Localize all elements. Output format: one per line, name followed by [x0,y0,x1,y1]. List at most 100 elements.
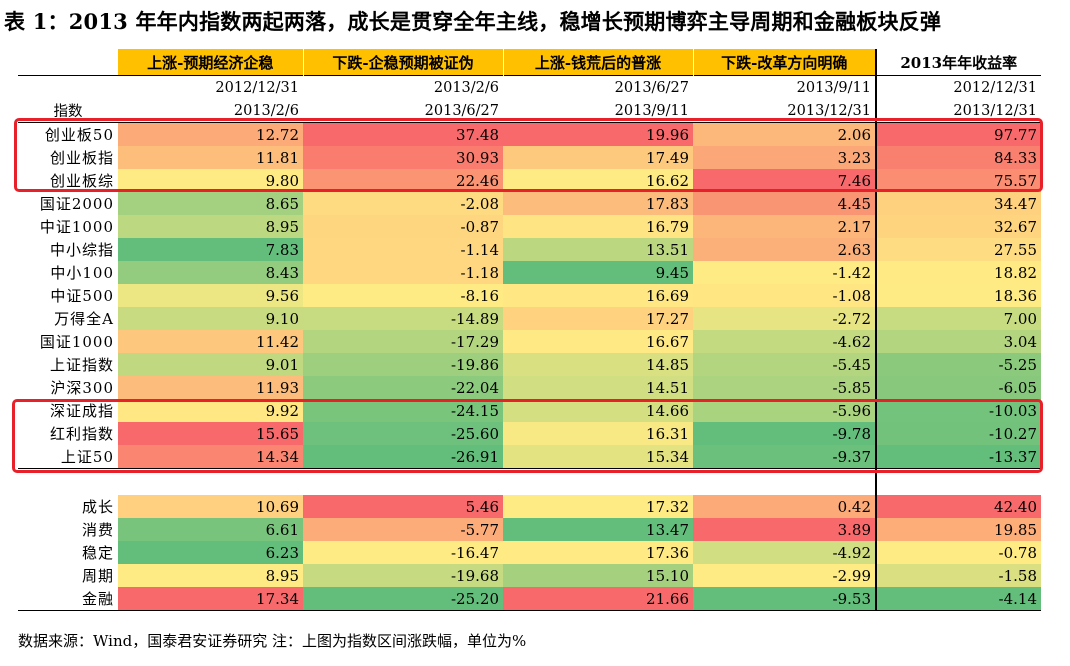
index-row-value: 13.51 [503,238,693,261]
index-row-value: 32.67 [875,215,1041,238]
period-3-start: 2013/6/27 [614,79,689,96]
index-row-label: 中证1000 [39,218,114,236]
sector-row-value: 0.42 [693,495,876,518]
index-row-label: 中小综指 [49,241,114,259]
index-row-value: 7.46 [693,169,876,192]
start-date-row: 2012/12/31 2013/2/6 2013/6/27 2013/9/11 … [18,75,1041,100]
sector-row-value: -0.78 [875,541,1041,564]
index-row-value: 4.45 [693,192,876,215]
sector-row-value: -25.20 [303,587,503,611]
index-row-value: -6.05 [875,376,1041,399]
index-row-value: -17.29 [303,330,503,353]
sector-row-label: 消费 [81,521,114,539]
index-row-value: 34.47 [875,192,1041,215]
sector-row-label: 成长 [81,498,114,516]
index-row-label: 创业板综 [49,172,114,190]
index-row-value: 8.95 [118,215,303,238]
index-row-value: 27.55 [875,238,1041,261]
date-blank [18,76,118,100]
index-row: 中证1000 8.95 -0.87 16.79 2.17 32.67 [18,215,1041,238]
index-row-value: 8.43 [118,261,303,284]
sector-row-label: 稳定 [81,544,114,562]
period-3-end: 2013/9/11 [614,102,689,119]
index-row-value: 2.63 [693,238,876,261]
index-row-value: 19.96 [503,122,693,146]
index-row-label: 创业板指 [49,149,114,167]
index-row: 上证指数 9.01 -19.86 14.85 -5.45 -5.25 [18,353,1041,376]
index-row-label: 中证500 [50,287,114,305]
index-row-value: -0.87 [303,215,503,238]
index-row-label: 上证50 [60,448,114,466]
index-row-label: 中小100 [50,264,114,282]
index-row-value: 2.17 [693,215,876,238]
index-row-value: -26.91 [303,445,503,469]
period-2-end: 2013/6/27 [424,102,499,119]
index-row-value: 17.49 [503,146,693,169]
index-row-value: 14.34 [118,445,303,469]
index-column-label: 指数 [53,104,83,120]
index-row: 国证2000 8.65 -2.08 17.83 4.45 34.47 [18,192,1041,215]
sector-row-value: 17.32 [503,495,693,518]
table-title: 表 1：2013 年年内指数两起两落，成长是贯穿全年主线，稳增长预期博弈主导周期… [4,9,942,34]
index-row-value: 18.82 [875,261,1041,284]
index-row-label: 万得全A [54,310,114,328]
index-row-value: 15.65 [118,422,303,445]
index-row: 创业板综 9.80 22.46 16.62 7.46 75.57 [18,169,1041,192]
index-row-value: -1.42 [693,261,876,284]
index-row-value: 16.67 [503,330,693,353]
index-row: 创业板50 12.72 37.48 19.96 2.06 97.77 [18,122,1041,146]
index-row-label: 创业板50 [44,126,114,144]
period-3-header: 上涨-钱荒后的普涨 [503,49,694,76]
index-row-value: 16.62 [503,169,693,192]
sector-row-value: 6.23 [118,541,303,564]
index-row-value: 9.45 [503,261,693,284]
sector-row: 周期 8.95 -19.68 15.10 -2.99 -1.58 [18,564,1041,587]
sector-row-value: 42.40 [875,495,1041,518]
sector-row-value: 19.85 [875,518,1041,541]
index-row-value: 3.23 [693,146,876,169]
index-row-value: 3.04 [875,330,1041,353]
sector-row-value: 21.66 [503,587,693,611]
index-row-label: 红利指数 [49,425,114,443]
index-row-value: 9.92 [118,399,303,422]
index-row-value: -9.37 [693,445,876,469]
index-row-value: -8.16 [303,284,503,307]
sector-row-value: 10.69 [118,495,303,518]
index-row-label: 上证指数 [49,356,114,374]
index-row: 中小100 8.43 -1.18 9.45 -1.42 18.82 [18,261,1041,284]
index-row-value: 9.56 [118,284,303,307]
index-row-value: 11.42 [118,330,303,353]
period-1-start: 2012/12/31 [215,79,299,96]
sector-row-label: 周期 [81,567,114,585]
period-1-end: 2013/2/6 [233,102,299,119]
index-row-value: -24.15 [303,399,503,422]
index-row-value: 84.33 [875,146,1041,169]
index-row-value: 9.01 [118,353,303,376]
sector-row-value: -4.14 [875,587,1041,611]
index-row-label: 国证1000 [39,333,114,351]
sector-row-value: 13.47 [503,518,693,541]
period-4-header: 下跌-改革方向明确 [693,49,877,76]
index-row: 深证成指 9.92 -24.15 14.66 -5.96 -10.03 [18,399,1041,422]
sector-row: 成长 10.69 5.46 17.32 0.42 42.40 [18,495,1041,518]
index-row-value: -14.89 [303,307,503,330]
index-row-value: 15.34 [503,445,693,469]
index-row-value: 12.72 [118,122,303,146]
header-blank [18,49,118,76]
index-row: 沪深300 11.93 -22.04 14.51 -5.85 -6.05 [18,376,1041,399]
sector-row: 金融 17.34 -25.20 21.66 -9.53 -4.14 [18,587,1041,611]
sector-row-value: 15.10 [503,564,693,587]
index-row-value: -5.85 [693,376,876,399]
sector-row-value: -2.99 [693,564,876,587]
index-row-value: 9.80 [118,169,303,192]
annual-start: 2012/12/31 [875,75,1041,99]
index-row-label: 国证2000 [39,195,114,213]
period-2-header: 下跌-企稳预期被证伪 [303,49,504,76]
period-4-start: 2013/9/11 [796,79,871,96]
index-row-value: -5.96 [693,399,876,422]
index-row-value: -1.14 [303,238,503,261]
index-row-value: 8.65 [118,192,303,215]
annual-end: 2013/12/31 [875,99,1041,123]
index-row-value: 16.69 [503,284,693,307]
index-row: 万得全A 9.10 -14.89 17.27 -2.72 7.00 [18,307,1041,330]
